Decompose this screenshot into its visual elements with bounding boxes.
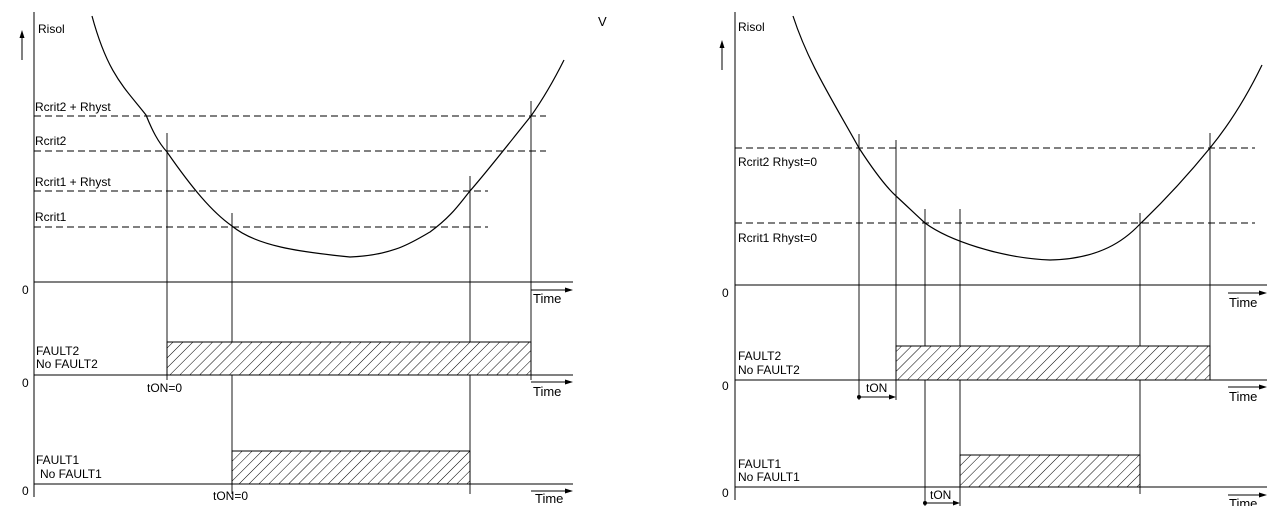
left-resistance-curve xyxy=(91,15,565,258)
marker-label: V xyxy=(598,14,607,29)
left-zero-label: 0 xyxy=(22,283,29,297)
right-fault1-delay-arrow-icon xyxy=(923,500,960,506)
right-fault1-active-bar xyxy=(959,454,1141,488)
left-fault1-zero-label: 0 xyxy=(22,484,29,498)
right-fault2-delay-label: tON xyxy=(866,381,887,395)
left-fault1-active-bar xyxy=(231,450,471,485)
right-fault2-off-label: No FAULT2 xyxy=(738,363,800,377)
left-fault2-off-label: No FAULT2 xyxy=(36,357,98,371)
left-fault1-on-label: FAULT1 xyxy=(36,453,79,467)
right-zero-label: 0 xyxy=(722,286,729,300)
left-time-label: Time xyxy=(535,491,563,506)
right-fault2-delay-arrow-icon xyxy=(857,394,896,400)
right-diagram: Risol Rcrit2 Rhyst=0 Rcrit1 Rhyst=0 0 Ti… xyxy=(719,12,1267,506)
left-fault2-delay-label: tON=0 xyxy=(147,381,182,395)
left-time-label: Time xyxy=(533,291,561,306)
right-time-label: Time xyxy=(1229,496,1257,506)
left-diagram: Risol Rcrit2 + Rhyst Rcrit2 Rcrit1 + Rhy… xyxy=(19,12,573,506)
right-fault2-active-bar xyxy=(895,345,1211,381)
right-threshold-label: Rcrit2 Rhyst=0 xyxy=(738,155,817,169)
right-fault1-off-label: No FAULT1 xyxy=(738,470,800,484)
right-threshold-label: Rcrit1 Rhyst=0 xyxy=(738,231,817,245)
right-fault2-zero-label: 0 xyxy=(722,379,729,393)
left-threshold-label: Rcrit2 + Rhyst xyxy=(35,100,111,114)
left-threshold-label: Rcrit1 + Rhyst xyxy=(35,175,111,189)
left-fault1-delay-label: tON=0 xyxy=(213,489,248,503)
left-fault2-zero-label: 0 xyxy=(22,376,29,390)
right-time-label: Time xyxy=(1229,295,1257,310)
right-fault1-zero-label: 0 xyxy=(722,486,729,500)
left-y-label: Risol xyxy=(38,22,65,36)
right-fault1-on-label: FAULT1 xyxy=(738,457,781,471)
right-fault1-delay-label: tON xyxy=(930,488,951,502)
left-fault2-on-label: FAULT2 xyxy=(36,344,79,358)
right-time-label: Time xyxy=(1229,389,1257,404)
right-y-label: Risol xyxy=(738,20,765,34)
left-fault1-off-label: No FAULT1 xyxy=(40,467,102,481)
left-threshold-label: Rcrit1 xyxy=(35,210,67,224)
left-threshold-label: Rcrit2 xyxy=(35,134,67,148)
left-time-label: Time xyxy=(533,384,561,399)
left-fault2-active-bar xyxy=(166,341,532,376)
right-fault2-on-label: FAULT2 xyxy=(738,349,781,363)
